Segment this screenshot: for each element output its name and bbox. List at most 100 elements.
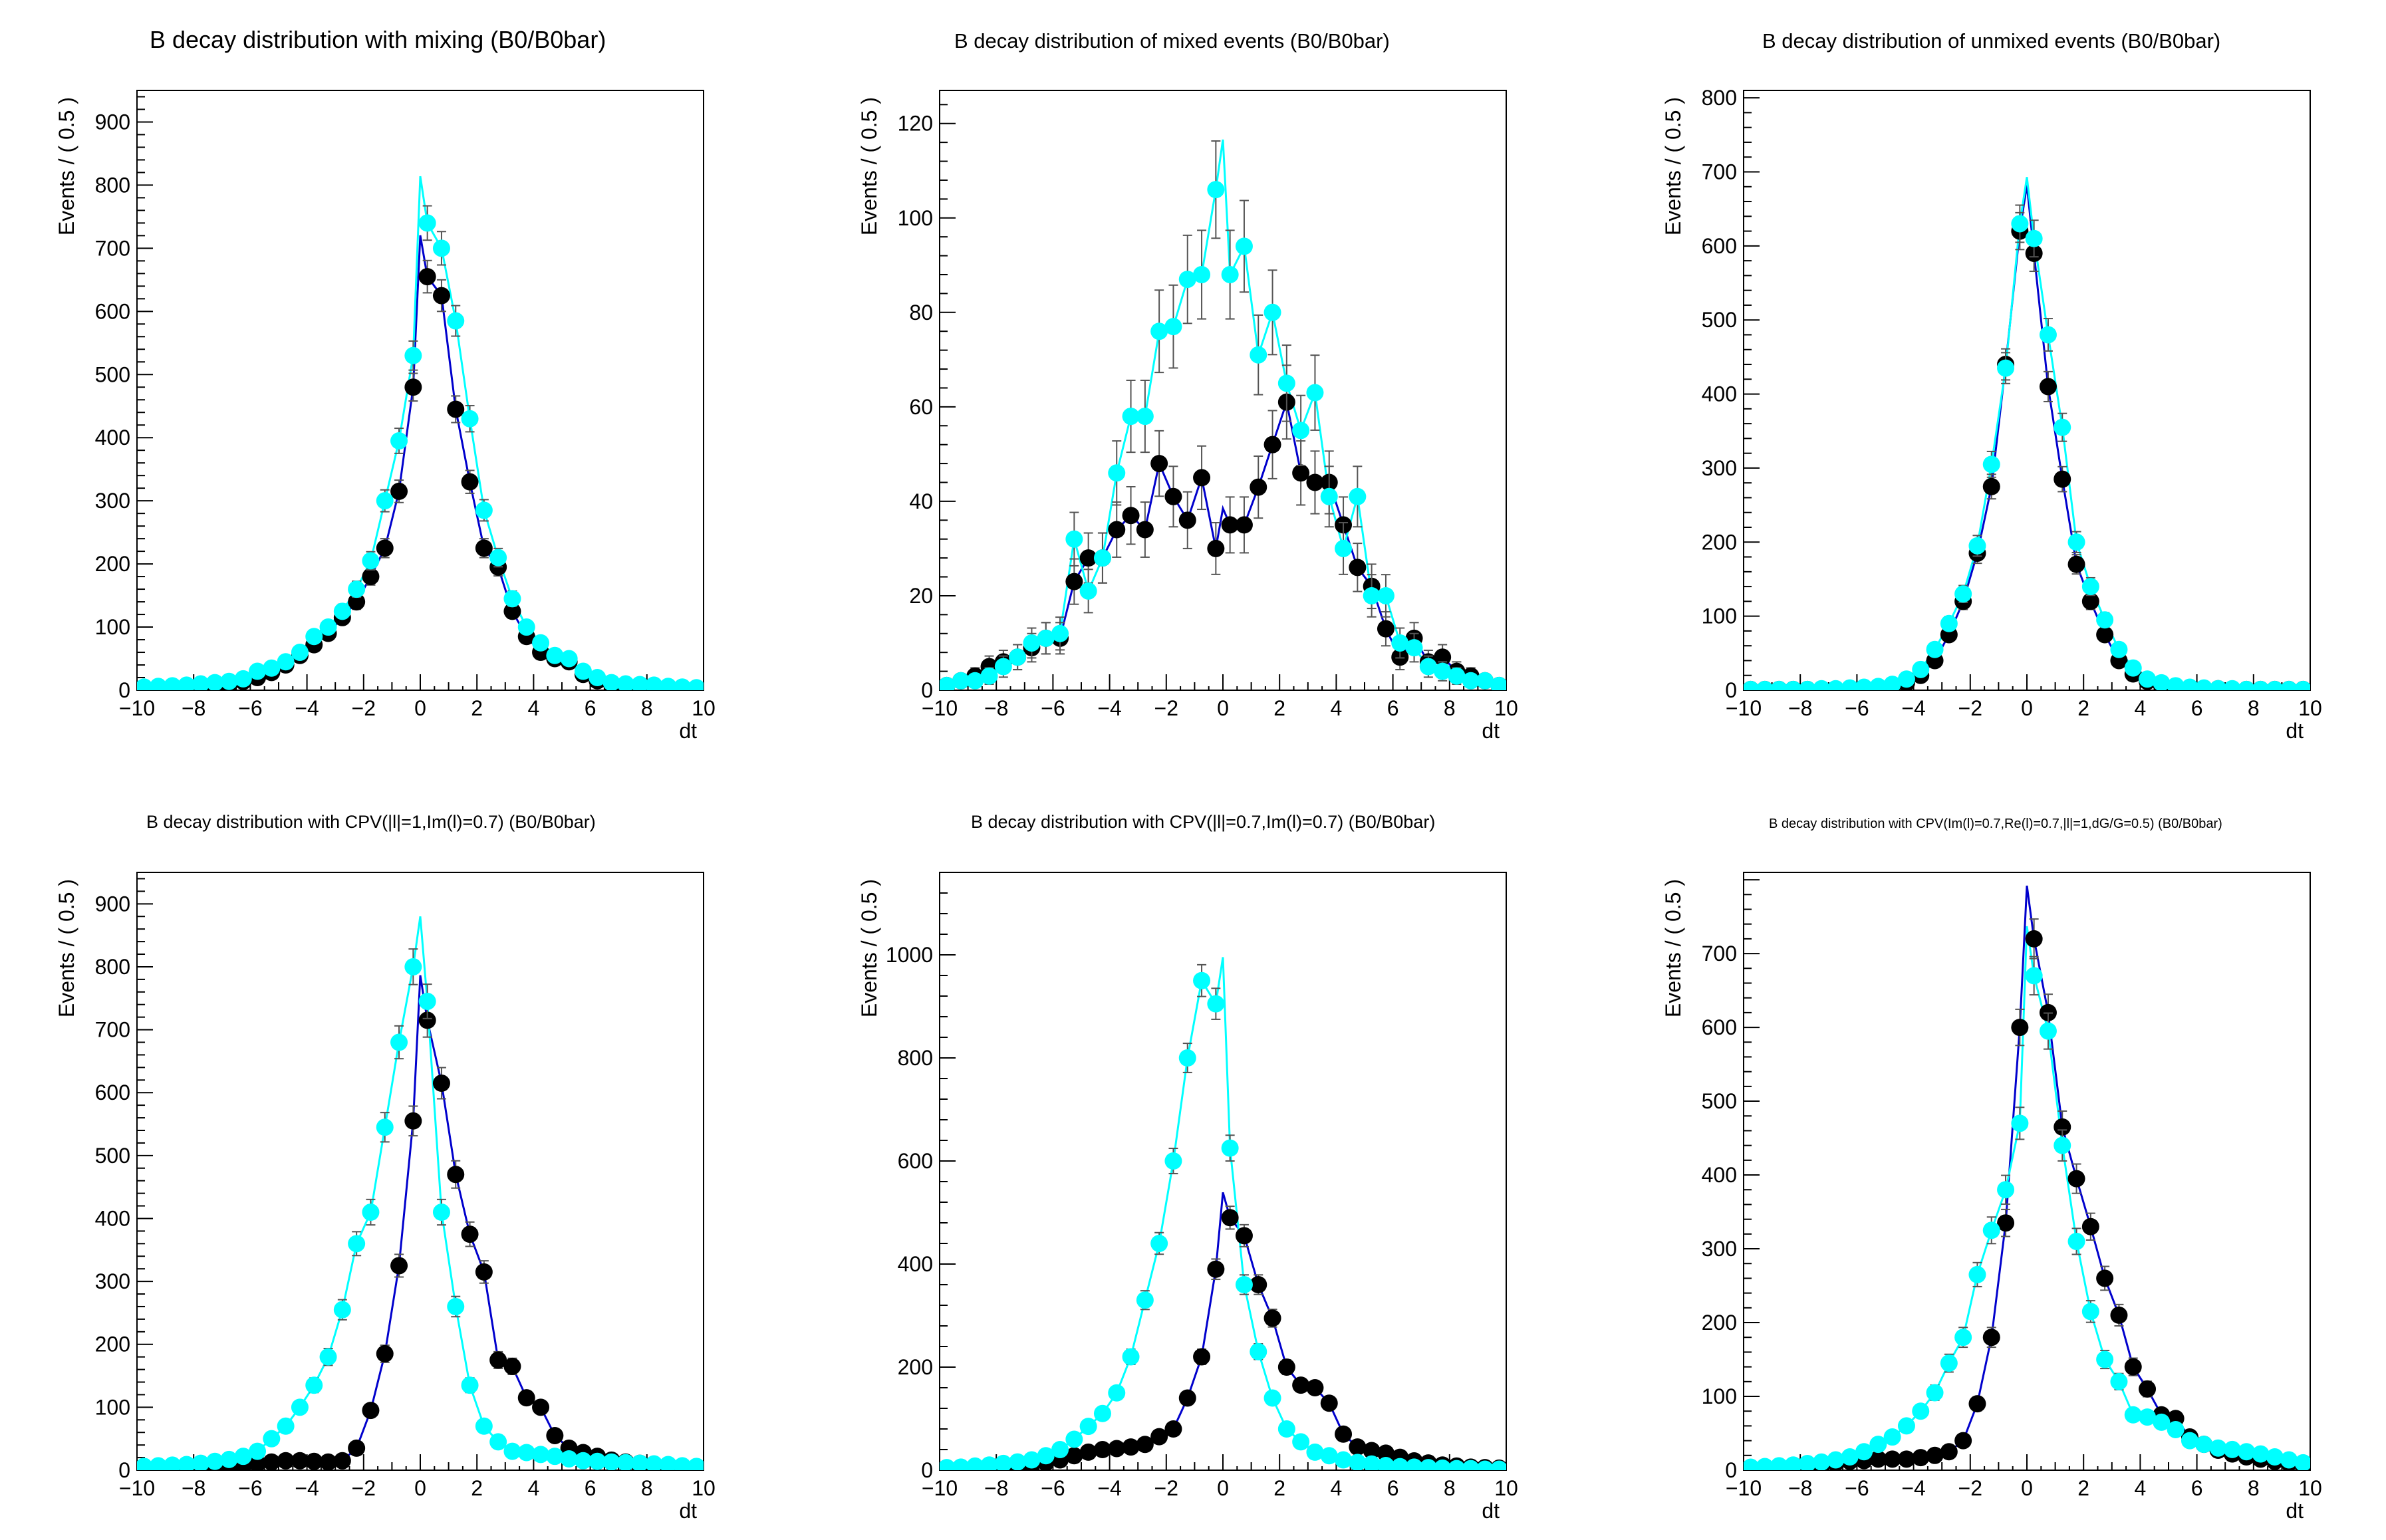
data-point-black [2067,1170,2085,1188]
data-point-cyan [503,1442,521,1460]
data-point-black [1150,1428,1168,1446]
data-point-black [277,1452,295,1470]
data-point-black [1164,1420,1182,1438]
data-point-cyan [432,239,450,257]
data-point-black [1940,1443,1958,1461]
plot-panel-5: B decay distribution with CPV(|l|=0.7,Im… [857,812,1518,1523]
data-point-cyan [574,662,592,680]
x-tick-label: 4 [1331,696,1343,720]
x-tick-label: 10 [2298,1476,2322,1500]
data-point-cyan [362,1204,380,1221]
x-tick-label: −6 [238,696,262,720]
data-point-black [1897,1450,1915,1468]
data-point-cyan [1164,318,1182,336]
y-tick-label: 0 [118,1458,130,1482]
data-point-cyan [1136,1291,1154,1309]
data-point-black [2011,1019,2029,1037]
data-point-cyan [616,1454,634,1470]
data-point-cyan [1108,464,1126,482]
data-point-cyan [674,678,692,690]
x-tick-label: 4 [528,696,540,720]
data-point-black [1292,1376,1310,1394]
data-point-cyan [1813,680,1831,690]
y-tick-label: 100 [95,615,130,639]
data-point-cyan [1122,408,1140,426]
data-point-black [2039,378,2057,396]
data-point-cyan [2209,1439,2227,1457]
y-tick-label: 800 [95,173,130,197]
data-point-black [2081,592,2099,610]
y-tick-label: 200 [1702,530,1737,554]
y-tick-label: 500 [1702,308,1737,332]
x-tick-label: 10 [692,696,716,720]
data-point-black [1982,477,2000,495]
x-tick-label: 2 [1273,1476,1285,1500]
data-point-cyan [1434,662,1452,680]
x-tick-label: 6 [1387,696,1399,720]
data-point-cyan [1277,1420,1295,1438]
x-tick-label: 4 [1331,1476,1343,1500]
data-point-black [475,539,493,557]
data-point-cyan [1869,1436,1887,1454]
y-tick-label: 0 [1725,1458,1737,1482]
data-point-cyan [1841,679,1859,690]
data-point-cyan [966,1457,984,1470]
data-point-cyan [1855,1443,1873,1461]
data-point-black [1207,1260,1225,1278]
data-point-black [447,400,465,418]
y-tick-label: 800 [1702,86,1737,110]
data-point-cyan [1883,676,1901,690]
data-point-cyan [2167,1420,2185,1438]
x-tick-label: −2 [352,696,376,720]
data-point-cyan [137,678,153,690]
x-tick-label: −10 [119,1476,155,1500]
plot-title: B decay distribution of mixed events (B0… [954,29,1390,53]
data-point-cyan [2025,229,2043,247]
data-point-black [1164,487,1182,505]
data-point-cyan [249,1442,267,1460]
data-point-black [1108,1440,1126,1458]
data-point-black [1178,511,1196,529]
plot-title: B decay distribution with mixing (B0/B0b… [150,26,606,53]
data-point-cyan [1363,586,1381,604]
data-point-black [461,473,479,491]
fit-curve-black [946,1192,1500,1470]
data-point-cyan [1926,1384,1944,1402]
y-tick-label: 1000 [886,943,933,967]
data-point-black [2096,1269,2114,1287]
plot-area [1744,177,2310,690]
data-point-black [1221,516,1239,534]
data-point-black [1306,473,1324,491]
data-point-cyan [1798,680,1816,690]
data-point-black [390,482,408,500]
x-tick-label: −2 [1154,696,1178,720]
plot-area [940,957,1506,1470]
data-point-black [1320,1394,1338,1412]
data-point-cyan [2039,1022,2057,1040]
data-point-black [362,568,380,586]
data-point-cyan [1349,487,1367,505]
x-tick-label: −4 [1097,696,1121,720]
data-point-cyan [1150,322,1168,340]
y-tick-label: 200 [95,552,130,576]
plot-frame [1743,872,2311,1471]
data-point-black [1093,1441,1111,1458]
y-tick-label: 0 [118,678,130,702]
data-point-cyan [1434,1459,1452,1470]
data-point-cyan [1926,640,1944,658]
y-tick-label: 700 [1702,160,1737,184]
data-point-cyan [2110,640,2128,658]
data-point-cyan [1292,1433,1310,1451]
x-tick-label: −4 [1901,696,1925,720]
data-point-cyan [940,676,956,690]
data-point-black [1207,539,1225,557]
y-tick-label: 300 [95,1269,130,1293]
data-point-cyan [206,1452,224,1470]
data-point-black [1122,1438,1140,1456]
data-point-cyan [475,501,493,519]
data-point-cyan [277,653,295,671]
data-point-cyan [362,552,380,570]
data-point-cyan [659,678,677,690]
data-point-cyan [1009,1453,1027,1470]
data-point-cyan [2054,1136,2071,1154]
